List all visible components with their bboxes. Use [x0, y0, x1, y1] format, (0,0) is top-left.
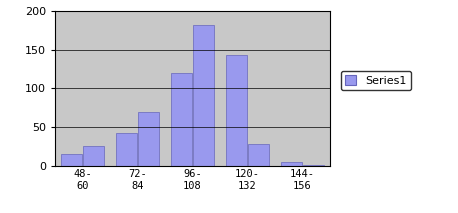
Bar — [116, 134, 137, 166]
Bar — [248, 144, 269, 166]
Bar — [303, 165, 324, 166]
Bar — [171, 73, 192, 166]
Bar — [281, 162, 302, 166]
Legend: Series1: Series1 — [341, 71, 411, 91]
Bar — [83, 146, 104, 166]
Bar — [138, 112, 159, 166]
Bar — [61, 154, 82, 166]
Bar — [226, 55, 247, 166]
Bar — [193, 25, 214, 166]
